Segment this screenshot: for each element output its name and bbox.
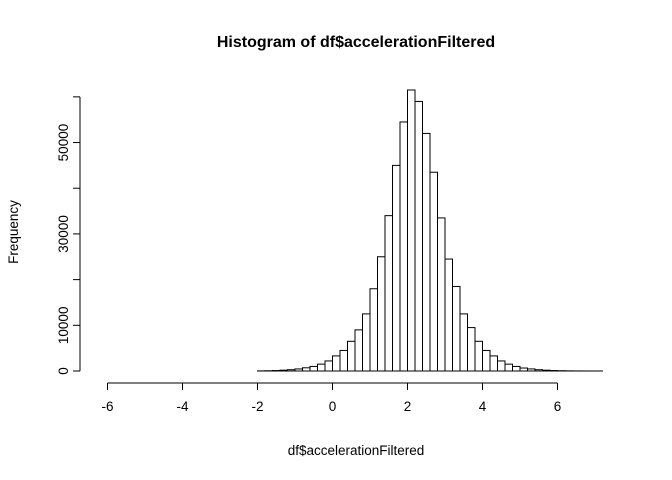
histogram-bar	[399, 121, 408, 372]
histogram-bar	[459, 313, 468, 372]
histogram-bar	[414, 100, 423, 372]
y-axis: 0 10000 30000 50000	[56, 96, 81, 375]
x-axis-label: df$accelerationFiltered	[288, 443, 425, 458]
histogram-bar	[474, 340, 483, 372]
y-tick-label: 50000	[56, 124, 71, 162]
histogram-bar	[489, 355, 498, 372]
histogram-bar	[279, 369, 288, 372]
histogram-bar	[422, 132, 431, 372]
chart-title: Histogram of df$accelerationFiltered	[217, 34, 495, 51]
x-axis: -6 -4 -2 0 2 4 6	[101, 382, 562, 414]
histogram-bar	[384, 215, 393, 372]
x-tick-label: 6	[554, 399, 562, 414]
histogram-bar	[452, 285, 461, 372]
histogram-bar	[437, 217, 446, 372]
histogram-bar	[287, 369, 296, 372]
histogram-bar	[347, 340, 356, 372]
y-tick-label: 30000	[56, 215, 71, 253]
histogram-bar	[444, 258, 453, 372]
histogram-bar	[429, 171, 438, 372]
histogram-bar	[497, 360, 506, 372]
x-tick-label: 0	[329, 399, 337, 414]
histogram-bar	[407, 89, 416, 372]
histogram-bar	[482, 349, 491, 372]
y-tick-label: 10000	[56, 307, 71, 345]
x-tick-label: -6	[101, 399, 113, 414]
histogram-bar	[317, 363, 326, 372]
histogram-bar	[309, 365, 318, 372]
histogram-bar	[519, 367, 528, 372]
histogram-bar	[354, 329, 363, 372]
x-tick-label: -4	[176, 399, 188, 414]
histogram-bar	[467, 327, 476, 372]
y-tick-label: 0	[56, 367, 71, 375]
histogram-bar	[534, 369, 543, 372]
histogram-bar	[504, 363, 513, 372]
x-tick-label: -2	[251, 399, 263, 414]
histogram-bar	[332, 355, 341, 372]
y-axis-label: Frequency	[6, 200, 21, 264]
histogram-bar	[362, 313, 371, 372]
histogram-bar	[512, 365, 521, 372]
x-tick-label: 2	[404, 399, 412, 414]
histogram-bars	[257, 89, 603, 372]
histogram-bar	[339, 349, 348, 372]
histogram-bar	[527, 368, 536, 372]
histogram-bar	[302, 367, 311, 372]
histogram-bar	[542, 369, 551, 372]
histogram-bar	[377, 256, 386, 372]
x-tick-label: 4	[479, 399, 487, 414]
histogram-bar	[324, 360, 333, 372]
histogram-bar	[294, 368, 303, 372]
histogram-bar	[369, 288, 378, 372]
histogram-bar	[392, 164, 401, 372]
